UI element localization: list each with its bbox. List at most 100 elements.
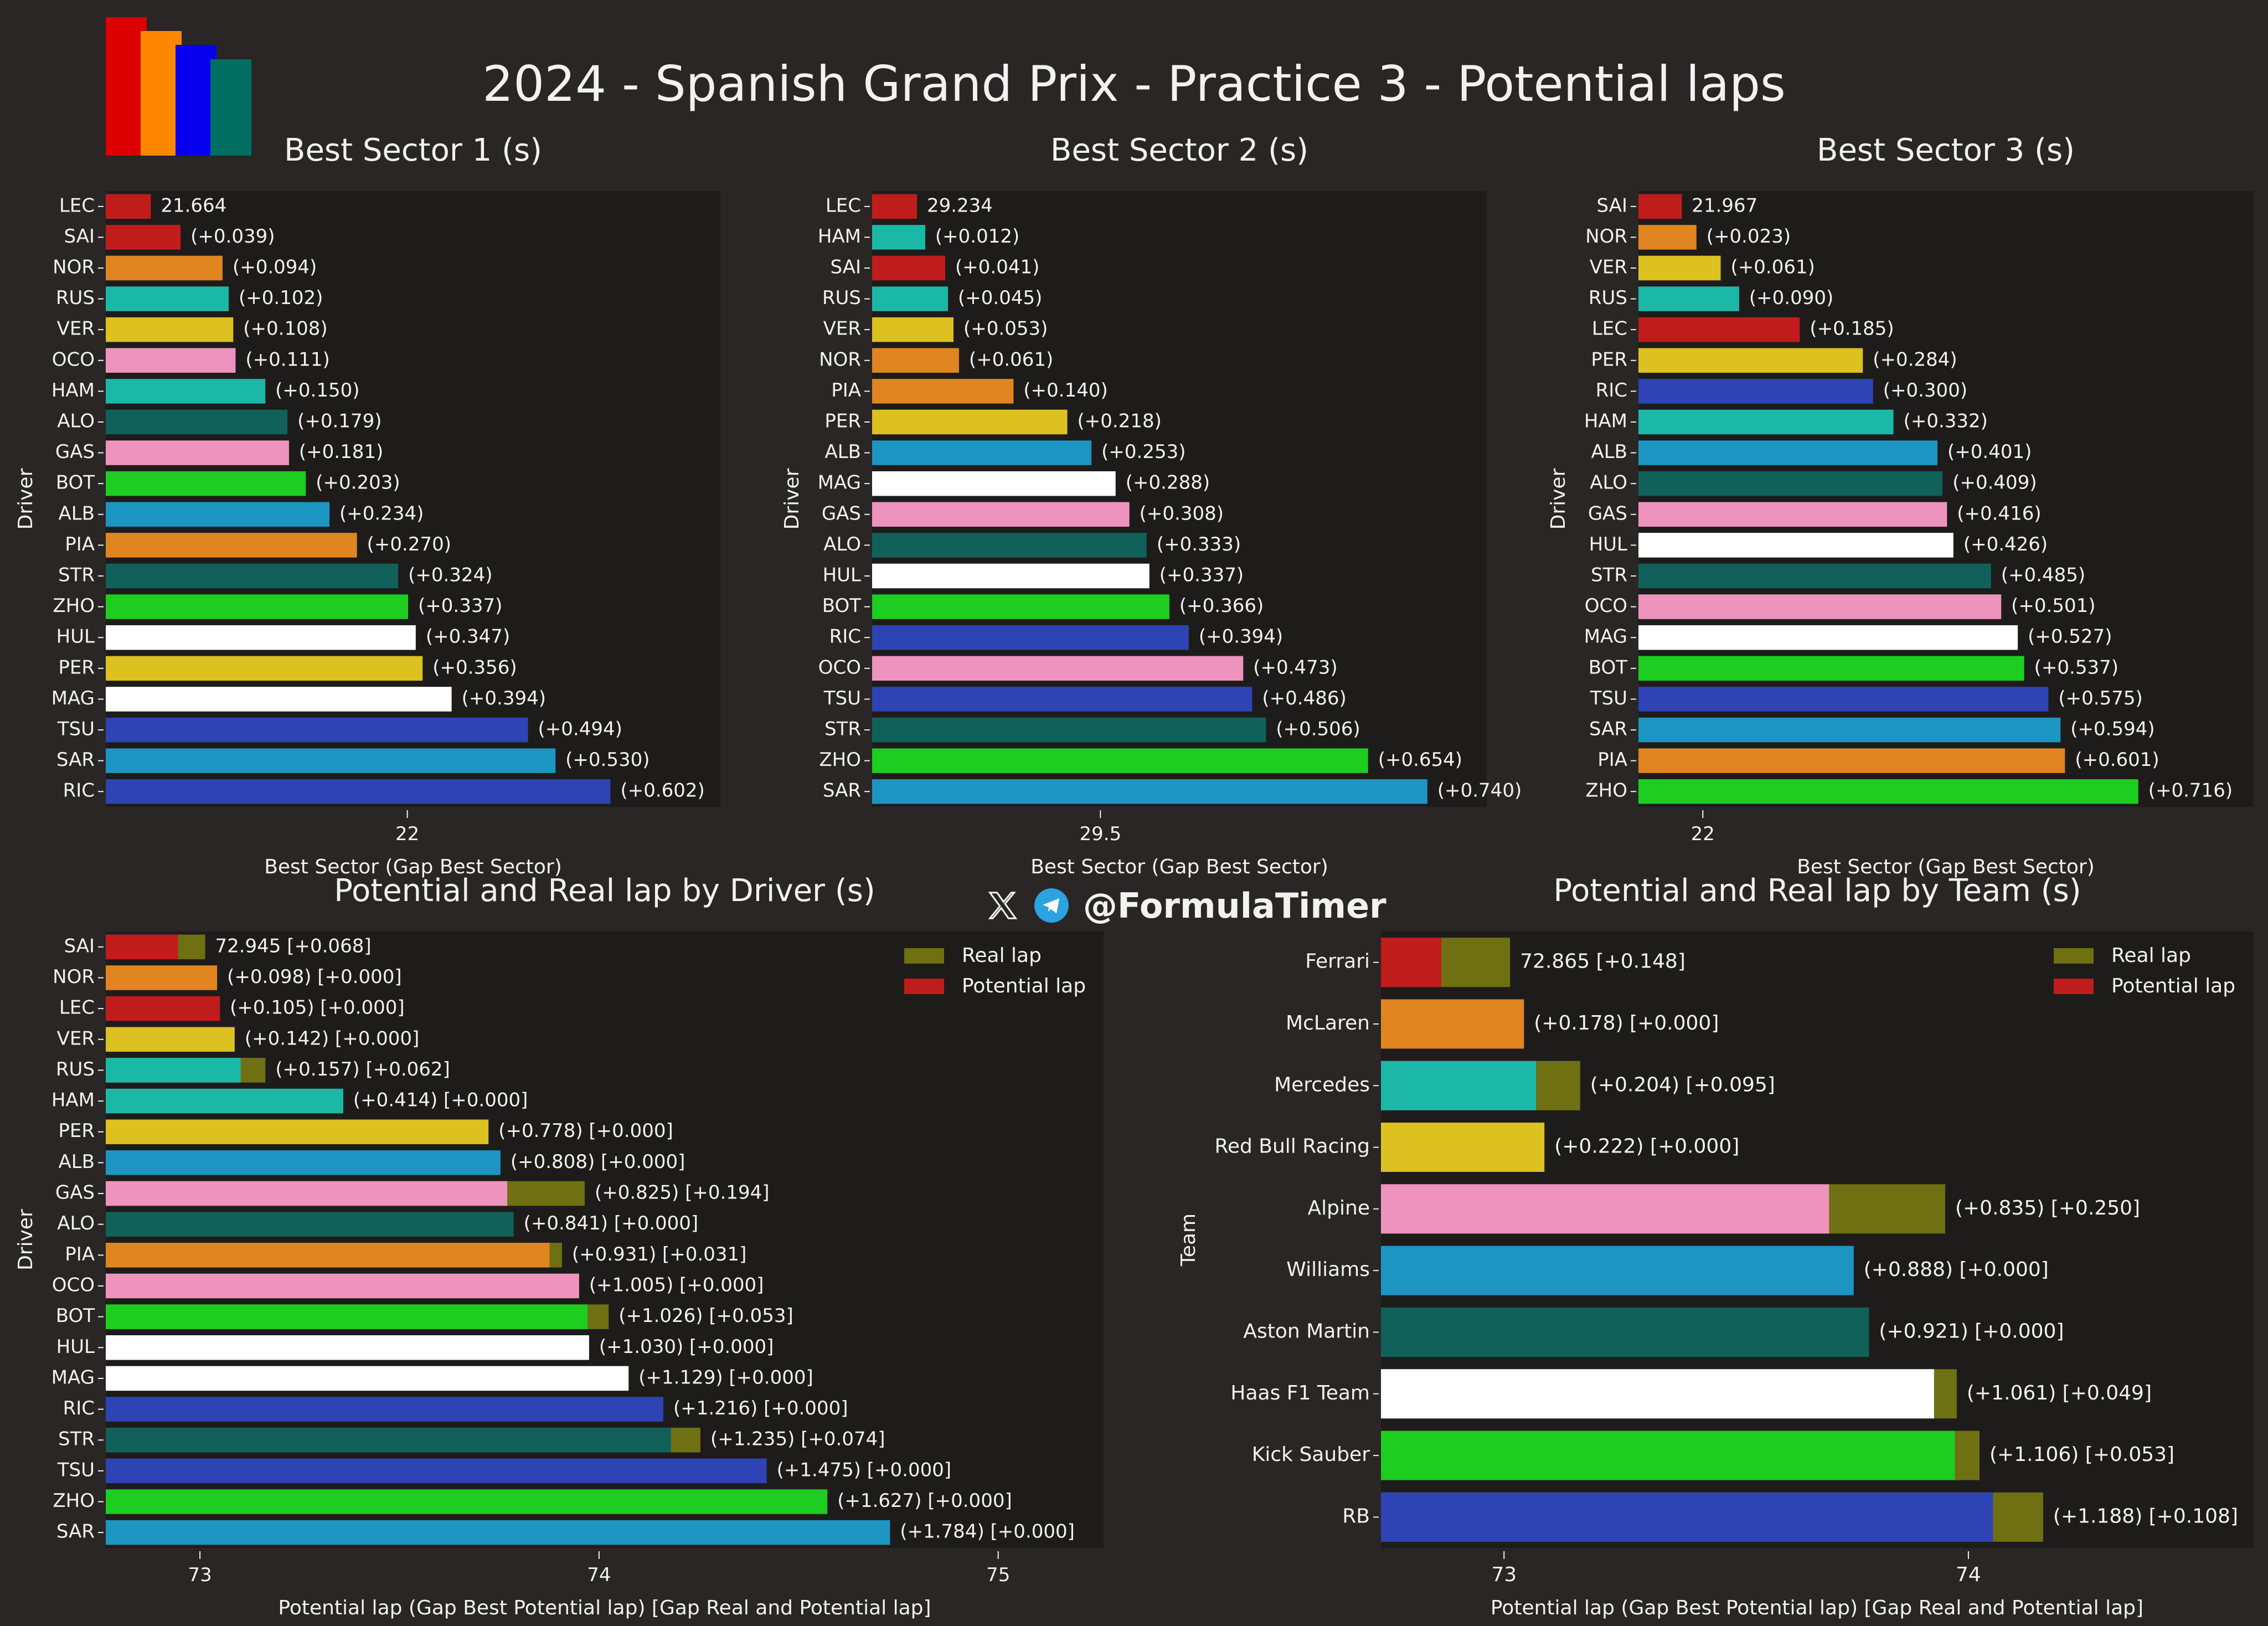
bar [872, 687, 1252, 712]
data-label: (+1.784) [+0.000] [900, 1521, 1075, 1543]
data-label: (+0.105) [+0.000] [230, 997, 405, 1019]
chart-sector2: Best Sector 2 (s) Driver Best Sector (Gap … [781, 132, 1522, 878]
data-label: (+0.414) [+0.000] [353, 1089, 528, 1112]
data-label: 21.664 [161, 194, 226, 217]
y-tick-label: RIC [63, 780, 95, 802]
y-tick-label: ALB [58, 502, 95, 524]
bar-potential-lap [106, 1304, 588, 1329]
bar-potential-lap [106, 1212, 514, 1237]
data-label: (+0.486) [1262, 687, 1346, 709]
data-label: (+0.178) [+0.000] [1534, 1012, 1719, 1035]
bar [106, 779, 611, 804]
bar [106, 317, 234, 342]
plot-area [1638, 191, 2253, 807]
bar [872, 533, 1147, 558]
logo-bar-teal [210, 59, 251, 156]
data-label: (+0.157) [+0.062] [275, 1058, 450, 1080]
bar [106, 225, 181, 250]
y-tick-label: RUS [56, 287, 95, 309]
y-tick-label: Kick Sauber [1252, 1443, 1370, 1466]
y-tick-label: Haas F1 Team [1230, 1382, 1370, 1404]
x-tick-label: 73 [1491, 1563, 1517, 1586]
bar [872, 779, 1427, 804]
x-axis-label: Best Sector (Gap Best Sector) [1030, 856, 1328, 878]
y-tick-label: STR [58, 1428, 95, 1450]
data-label: (+0.921) [+0.000] [1879, 1320, 2064, 1342]
figure-title: 2024 - Spanish Grand Prix - Practice 3 -… [482, 55, 1786, 112]
y-tick-label: STR [1591, 564, 1627, 586]
y-tick-label: BOT [822, 595, 861, 617]
bar-potential-lap [1381, 1246, 1854, 1295]
y-tick-label: GAS [55, 441, 95, 463]
bar [872, 717, 1266, 743]
chart-sector1: Best Sector 1 (s) Driver Best Sector (Gap … [14, 132, 720, 878]
bar-potential-lap [106, 1366, 629, 1391]
data-label: (+1.030) [+0.000] [599, 1336, 774, 1358]
bar-potential-lap [106, 1520, 890, 1545]
bar [106, 348, 236, 373]
y-tick-label: RIC [1596, 379, 1627, 402]
data-label: (+0.394) [462, 687, 546, 709]
y-tick-label: VER [57, 1027, 95, 1049]
y-tick-label: OCO [52, 348, 95, 371]
data-label: (+0.841) [+0.000] [524, 1212, 699, 1234]
data-label: (+1.235) [+0.074] [710, 1428, 885, 1450]
x-logo-icon [988, 892, 1018, 919]
plot-area [106, 191, 720, 807]
data-label: (+0.108) [243, 318, 327, 340]
bar-potential-lap [106, 1150, 501, 1175]
bar [1638, 317, 1800, 342]
data-label: (+0.778) [+0.000] [498, 1120, 673, 1142]
data-label: (+0.594) [2070, 718, 2154, 740]
bar [106, 717, 528, 743]
y-tick-label: NOR [819, 348, 861, 371]
logo-bar-blue [176, 45, 217, 156]
y-tick-label: ALB [824, 441, 861, 463]
logo-bar-orange [141, 31, 182, 156]
data-label: (+0.012) [935, 225, 1019, 248]
data-label: (+0.426) [1963, 533, 2048, 555]
x-tick-label: 22 [1691, 823, 1715, 845]
bar-potential-lap [1381, 1307, 1869, 1357]
bar-potential-lap [106, 1243, 550, 1268]
bar-potential-lap [106, 1489, 828, 1514]
y-tick-label: LEC [826, 194, 861, 217]
bar [106, 440, 289, 465]
bar [106, 502, 330, 527]
y-tick-label: OCO [818, 656, 861, 678]
bar [106, 625, 416, 650]
data-label: (+0.333) [1157, 533, 1241, 555]
data-label: (+0.203) [316, 472, 400, 494]
y-tick-label: ALO [57, 410, 95, 433]
y-tick-label: RUS [1589, 287, 1627, 309]
bar-potential-lap [1381, 1431, 1955, 1480]
data-label: (+0.601) [2075, 749, 2159, 771]
data-label: (+0.053) [963, 318, 1048, 340]
bar [872, 317, 954, 342]
y-tick-label: BOT [1589, 656, 1627, 678]
y-tick-label: MAG [818, 472, 861, 494]
y-tick-label: SAI [1597, 194, 1628, 217]
y-tick-label: ZHO [53, 595, 95, 617]
data-label: (+0.740) [1437, 780, 1522, 802]
data-label: (+0.284) [1873, 348, 1957, 371]
y-tick-label: SAR [1589, 718, 1627, 740]
legend-swatch [2054, 948, 2094, 964]
x-tick-label: 74 [1956, 1563, 1981, 1586]
data-label: (+0.537) [2034, 656, 2118, 678]
y-tick-label: SAI [831, 256, 862, 279]
data-label: (+1.627) [+0.000] [837, 1490, 1012, 1512]
data-label: (+0.111) [245, 348, 329, 371]
chart-sector3: Best Sector 3 (s) Driver Best Sector (Gap … [1547, 132, 2253, 878]
y-tick-label: SAI [64, 225, 95, 248]
y-tick-label: Aston Martin [1243, 1320, 1370, 1342]
data-label: (+0.179) [297, 410, 382, 433]
data-label: (+0.808) [+0.000] [511, 1151, 685, 1173]
x-axis-label: Potential lap (Gap Best Potential lap) [… [1491, 1597, 2143, 1619]
y-tick-label: LEC [59, 997, 95, 1019]
data-label: (+0.218) [1078, 410, 1162, 433]
y-tick-label: HUL [56, 1336, 95, 1358]
data-label: (+0.401) [1947, 441, 2032, 463]
bar [106, 563, 399, 589]
bar [1638, 286, 1739, 311]
